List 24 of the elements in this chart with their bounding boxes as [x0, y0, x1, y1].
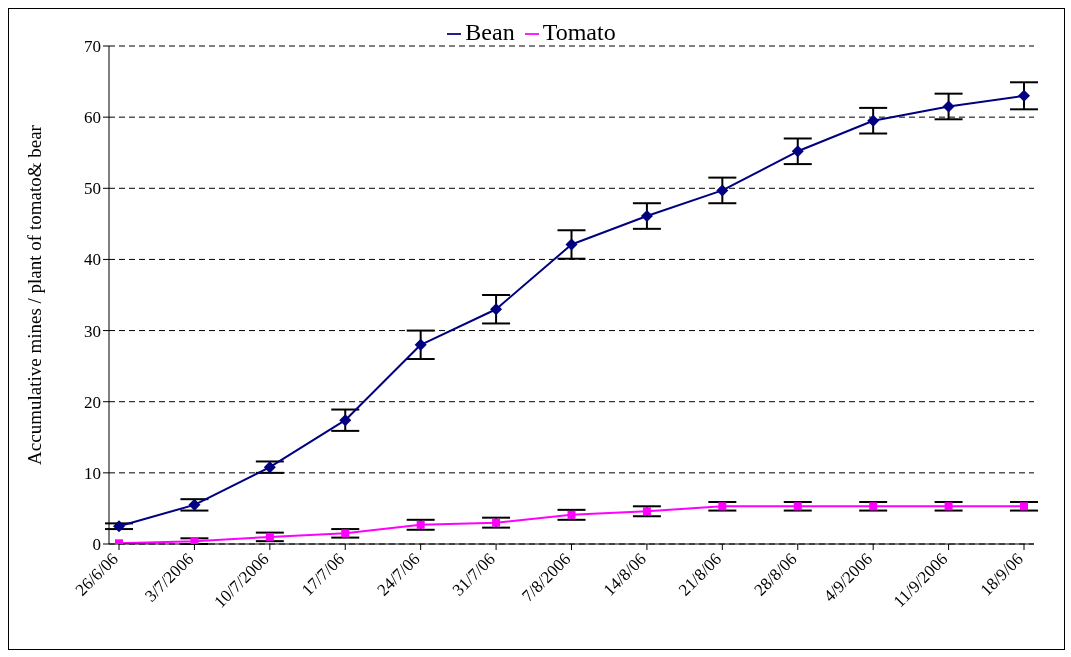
y-tick-label: 0 — [92, 535, 101, 555]
point — [490, 303, 503, 316]
point — [867, 114, 880, 127]
point — [942, 100, 955, 113]
legend-label: Bean — [465, 19, 515, 45]
point — [339, 414, 352, 427]
legend-label: Tomato — [542, 19, 616, 45]
point — [791, 145, 804, 158]
point — [188, 498, 201, 511]
point — [414, 338, 427, 351]
y-axis-title: Accumulative mines / plant of tomato& bear — [23, 124, 45, 465]
y-tick-label: 50 — [84, 179, 101, 199]
point — [1018, 89, 1030, 102]
y-tick-label: 40 — [84, 250, 101, 270]
y-tick-label: 30 — [84, 321, 101, 341]
point — [113, 520, 125, 533]
point — [716, 184, 729, 197]
point — [565, 238, 578, 251]
y-tick-label: 10 — [84, 463, 101, 483]
y-tick-label: 70 — [84, 37, 101, 57]
point — [640, 210, 653, 223]
point — [263, 461, 276, 474]
y-tick-label: 20 — [84, 392, 101, 412]
y-tick-label: 60 — [84, 108, 101, 128]
